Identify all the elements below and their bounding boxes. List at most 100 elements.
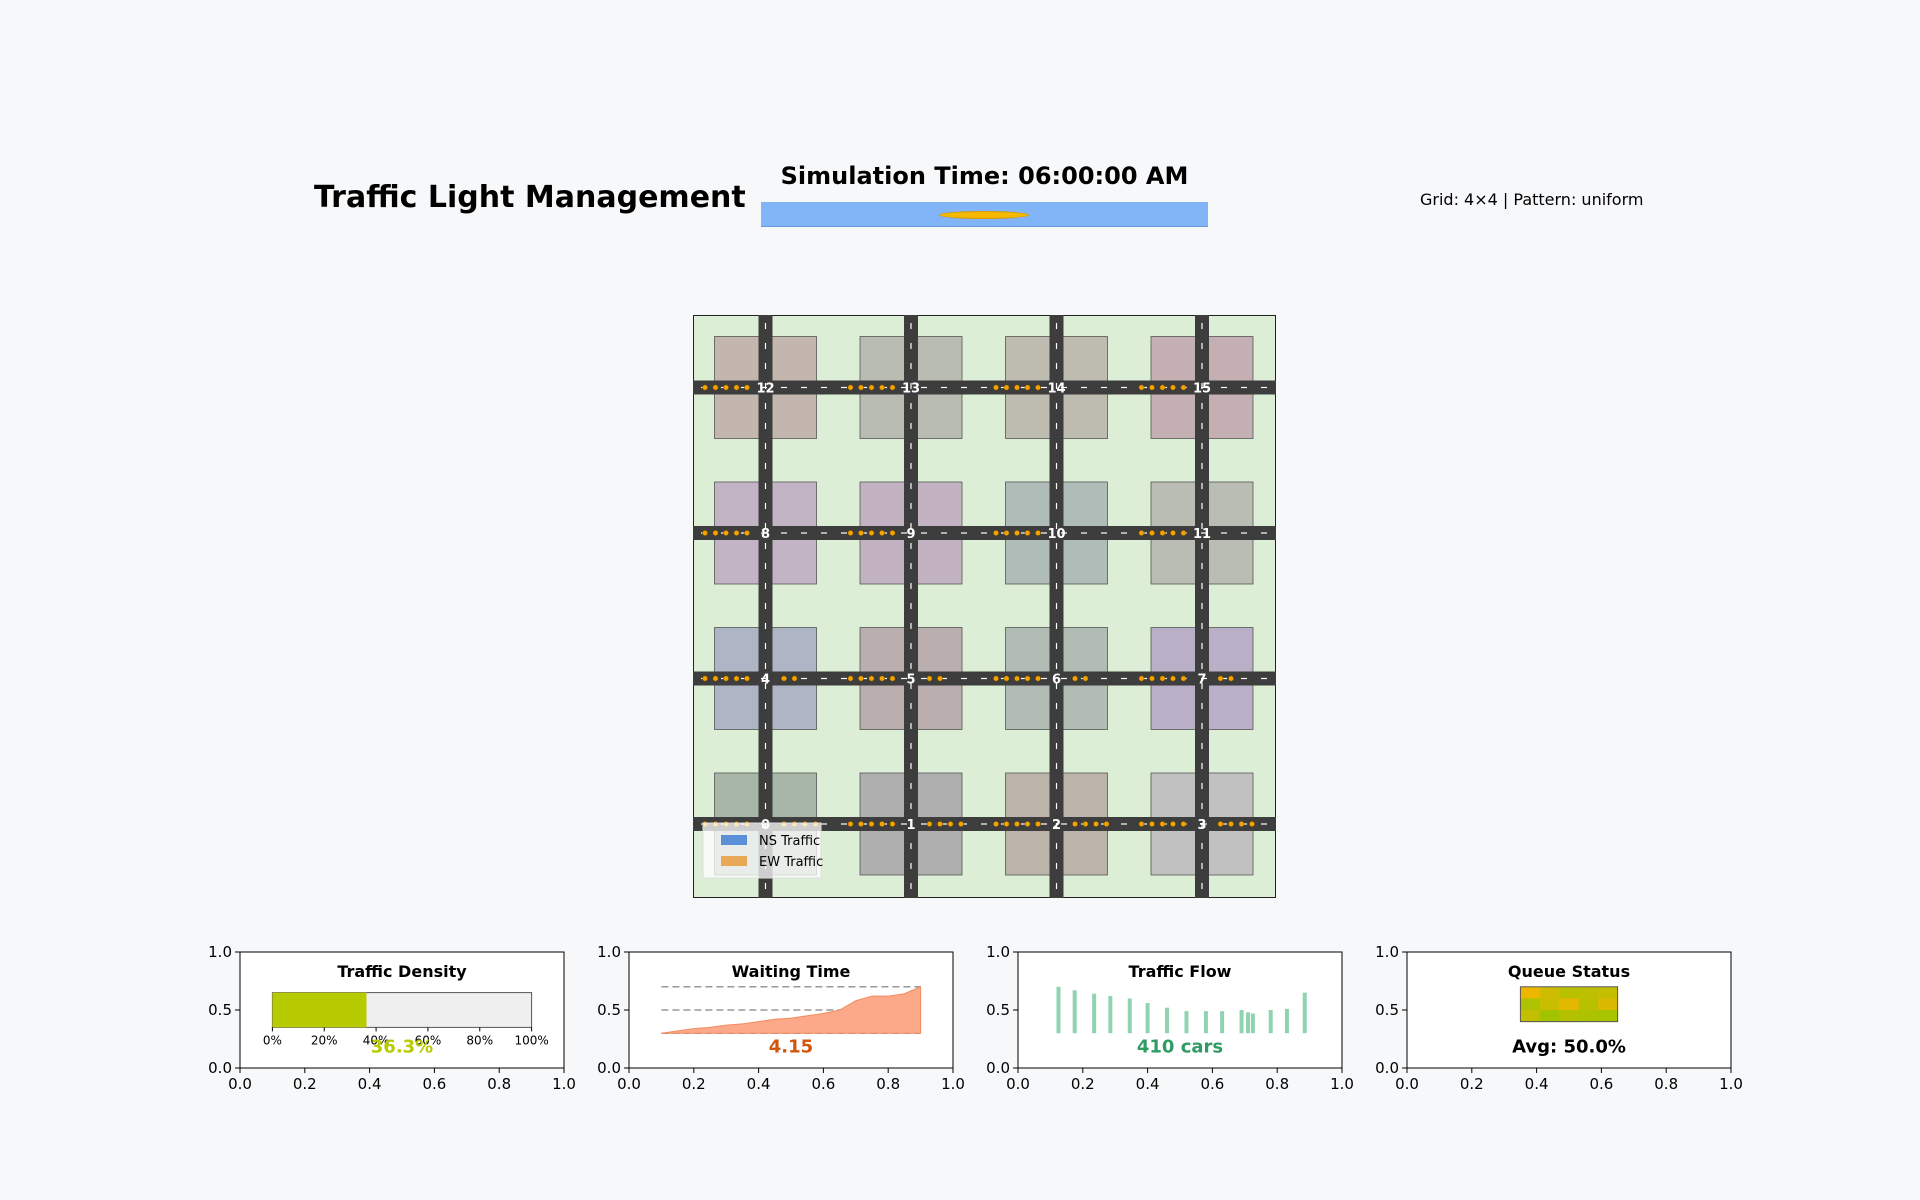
y-tick-label: 0.5: [597, 1001, 621, 1019]
intersection-label: 15: [1193, 382, 1211, 397]
y-tick-label: 1.0: [208, 943, 232, 961]
car-marker: [781, 675, 787, 682]
density-panel: 0.0 0.2 0.4 0.6 0.8 1.0 0.0 0.5 1.0 Traffic Densi…: [208, 943, 576, 1090]
car-marker: [1228, 821, 1234, 827]
car-marker: [1024, 384, 1031, 391]
car-marker: [993, 675, 999, 682]
car-marker: [1035, 384, 1041, 391]
car-marker: [1103, 821, 1110, 827]
car-marker: [1035, 675, 1041, 682]
x-tick-label: 1.0: [941, 1075, 965, 1090]
y-tick-label: 1.0: [1375, 943, 1399, 961]
car-marker: [1014, 675, 1020, 682]
car-marker: [993, 384, 999, 391]
car-marker: [1072, 821, 1078, 827]
car-marker: [1003, 384, 1010, 391]
car-marker: [889, 530, 896, 536]
density-tick-label: 80%: [466, 1033, 493, 1047]
car-marker: [1003, 675, 1010, 682]
car-marker: [889, 821, 896, 827]
density-tick-label: 40%: [363, 1033, 390, 1047]
car-marker: [1138, 530, 1145, 536]
legend-swatch: [721, 835, 747, 845]
intersection-label: 4: [761, 673, 770, 688]
y-tick-label: 0.0: [1375, 1059, 1399, 1077]
x-tick-label: 0.2: [1071, 1075, 1095, 1090]
x-tick-label: 0.4: [358, 1075, 382, 1090]
car-marker: [702, 675, 708, 682]
intersection-label: 6: [1052, 673, 1061, 688]
car-marker: [1217, 675, 1224, 682]
x-tick-label: 0.6: [1200, 1075, 1224, 1090]
intersection-label: 5: [906, 673, 915, 688]
flow-bar: [1250, 1013, 1255, 1034]
x-tick-label: 0.4: [747, 1075, 771, 1090]
car-marker: [1170, 384, 1176, 391]
car-marker: [1024, 530, 1031, 536]
car-marker: [702, 530, 708, 536]
flow-bar: [1092, 993, 1097, 1034]
car-marker: [1003, 821, 1010, 827]
car-marker: [1149, 530, 1155, 536]
x-tick-label: 0.4: [1525, 1075, 1549, 1090]
car-marker: [723, 530, 729, 536]
flow-bar: [1184, 1011, 1189, 1034]
x-tick-label: 0.6: [1589, 1075, 1613, 1090]
waiting-panel: 0.0 0.2 0.4 0.6 0.8 1.0 0.0 0.5 1.0 Waiting Time 4…: [597, 943, 965, 1090]
time-of-day-bar: [761, 202, 1208, 227]
intersection-label: 14: [1047, 382, 1065, 397]
car-marker: [1149, 384, 1155, 391]
panel-title: Queue Status: [1508, 962, 1630, 981]
intersection-label: 12: [756, 382, 774, 397]
car-marker: [847, 675, 854, 682]
car-marker: [1159, 821, 1166, 827]
flow-bar: [1165, 1007, 1170, 1034]
queue-cell: [1578, 986, 1599, 999]
car-marker: [1217, 821, 1224, 827]
y-tick-label: 0.0: [208, 1059, 232, 1077]
intersection-label: 1: [906, 818, 915, 833]
x-tick-label: 1.0: [1719, 1075, 1743, 1090]
car-marker: [1003, 530, 1010, 536]
x-tick-label: 0.8: [1265, 1075, 1289, 1090]
car-marker: [947, 821, 954, 827]
flow-bar: [1220, 1011, 1225, 1034]
flow-bar: [1108, 996, 1113, 1034]
waiting-area: [661, 986, 922, 1034]
car-marker: [926, 675, 933, 682]
car-marker: [1170, 530, 1176, 536]
intersection-label: 13: [902, 382, 920, 397]
flow-bar: [1246, 1012, 1251, 1034]
car-marker: [1024, 821, 1031, 827]
car-marker: [993, 530, 999, 536]
density-tick-label: 20%: [311, 1033, 338, 1047]
intersection-label: 9: [906, 527, 915, 542]
density-fill: [272, 992, 367, 1028]
x-tick-label: 0.0: [1395, 1075, 1419, 1090]
y-tick-label: 1.0: [597, 943, 621, 961]
flow-bar: [1302, 992, 1307, 1034]
car-marker: [723, 675, 729, 682]
car-marker: [847, 530, 854, 536]
car-marker: [1228, 675, 1234, 682]
queue-cell: [1578, 998, 1599, 1011]
car-marker: [958, 821, 964, 827]
flow-panel: 0.0 0.2 0.4 0.6 0.8 1.0 0.0 0.5 1.0 Traffic Flow 4…: [986, 943, 1354, 1090]
flow-bar: [1145, 1003, 1150, 1034]
intersection-label: 3: [1197, 818, 1206, 833]
intersection-label: 2: [1052, 818, 1061, 833]
car-marker: [1159, 384, 1166, 391]
queue-cell: [1539, 1010, 1560, 1023]
car-marker: [1035, 821, 1041, 827]
car-marker: [1180, 530, 1187, 536]
x-tick-label: 0.2: [682, 1075, 706, 1090]
x-tick-label: 0.2: [293, 1075, 317, 1090]
panel-title: Traffic Flow: [1129, 962, 1232, 981]
car-marker: [702, 384, 708, 391]
car-marker: [1082, 821, 1089, 827]
car-marker: [1082, 675, 1089, 682]
queue-panel: 0.0 0.2 0.4 0.6 0.8 1.0 0.0 0.5 1.0 Queue Status A…: [1375, 943, 1743, 1090]
car-marker: [868, 530, 875, 536]
